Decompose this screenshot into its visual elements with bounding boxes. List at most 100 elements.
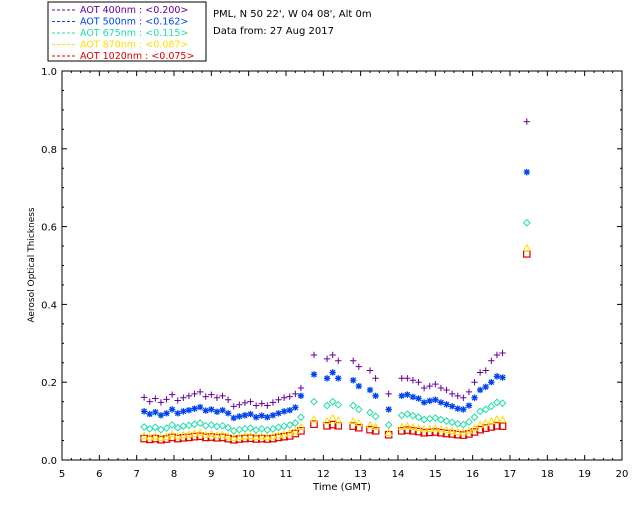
- data-point: [426, 397, 433, 405]
- legend-entry: AOT 870nm : <0.087>: [80, 40, 188, 51]
- data-point: [349, 416, 358, 425]
- data-point: [156, 433, 165, 441]
- data-point: [384, 428, 393, 436]
- data-point: [493, 421, 501, 430]
- data-point: [162, 432, 171, 440]
- x-tick-label: 9: [208, 469, 214, 480]
- data-point: [247, 398, 254, 405]
- data-point: [264, 414, 271, 421]
- data-point: [442, 425, 451, 434]
- data-point: [310, 351, 318, 359]
- data-point: [146, 398, 153, 405]
- data-point: [414, 423, 423, 432]
- series: [140, 118, 530, 410]
- data-point: [397, 422, 406, 430]
- data-point: [285, 421, 294, 429]
- data-point: [219, 407, 226, 414]
- data-point: [448, 426, 457, 434]
- data-point: [522, 250, 531, 258]
- data-point: [355, 382, 362, 390]
- data-point: [431, 414, 440, 422]
- x-tick-label: 6: [96, 469, 102, 480]
- data-point: [482, 367, 489, 374]
- data-point: [454, 392, 461, 400]
- data-point: [350, 377, 357, 384]
- data-point: [522, 218, 531, 227]
- data-point: [335, 375, 342, 382]
- data-point: [470, 413, 479, 422]
- data-point: [163, 396, 170, 403]
- legend: AOT 400nm : <0.200>AOT 500nm : <0.162>AO…: [47, 1, 207, 62]
- data-point: [173, 423, 182, 432]
- data-point: [246, 424, 255, 433]
- data-point: [365, 420, 375, 429]
- data-point: [408, 422, 417, 430]
- data-point: [296, 422, 305, 430]
- data-point: [460, 394, 467, 401]
- data-point: [349, 401, 358, 410]
- data-point: [168, 391, 176, 398]
- data-point: [280, 408, 288, 415]
- data-point: [219, 392, 226, 400]
- data-point: [328, 397, 337, 406]
- data-point: [280, 422, 289, 431]
- data-series: [140, 118, 531, 444]
- y-tick-label: 1.0: [41, 67, 57, 78]
- data-point: [523, 168, 530, 176]
- data-point: [481, 424, 490, 432]
- data-point: [297, 413, 305, 422]
- data-point: [168, 421, 177, 429]
- data-point: [385, 406, 392, 413]
- series: [140, 168, 530, 422]
- data-point: [493, 351, 501, 359]
- data-point: [162, 424, 171, 433]
- data-point: [258, 412, 265, 419]
- data-point: [241, 399, 249, 407]
- data-point: [334, 416, 343, 424]
- data-point: [174, 397, 181, 404]
- data-point: [403, 410, 412, 419]
- data-point: [274, 430, 283, 439]
- x-tick-label: 19: [578, 469, 591, 480]
- data-point: [409, 377, 417, 384]
- data-point: [437, 384, 445, 392]
- data-point: [398, 392, 405, 400]
- data-point: [157, 425, 165, 434]
- data-point: [371, 422, 380, 430]
- data-point: [482, 383, 489, 391]
- data-point: [151, 423, 160, 432]
- data-point: [448, 390, 456, 398]
- data-point: [354, 405, 363, 414]
- legend-entry: AOT 400nm : <0.200>: [80, 5, 188, 16]
- data-point: [453, 427, 462, 436]
- data-point: [151, 432, 160, 440]
- y-tick-label: 0.2: [41, 378, 57, 389]
- plot-area: [61, 70, 623, 461]
- data-point: [145, 433, 154, 441]
- data-point: [201, 430, 210, 438]
- data-point: [354, 418, 363, 427]
- data-point: [459, 428, 468, 436]
- data-point: [409, 411, 417, 420]
- data-point: [140, 408, 148, 415]
- series: [140, 250, 531, 444]
- data-point: [207, 421, 216, 429]
- data-point: [481, 405, 490, 414]
- data-point: [384, 421, 393, 429]
- data-point: [498, 399, 507, 408]
- data-point: [328, 413, 337, 422]
- data-point: [229, 426, 238, 435]
- data-point: [297, 384, 305, 392]
- data-point: [420, 425, 429, 433]
- data-point: [409, 393, 417, 401]
- data-point: [246, 431, 255, 439]
- data-point: [448, 403, 456, 410]
- data-point: [196, 403, 204, 411]
- data-point: [523, 118, 530, 125]
- data-point: [425, 414, 434, 423]
- x-tick-label: 8: [171, 469, 177, 480]
- data-point: [454, 405, 461, 412]
- data-point: [241, 424, 249, 433]
- data-point: [163, 410, 170, 417]
